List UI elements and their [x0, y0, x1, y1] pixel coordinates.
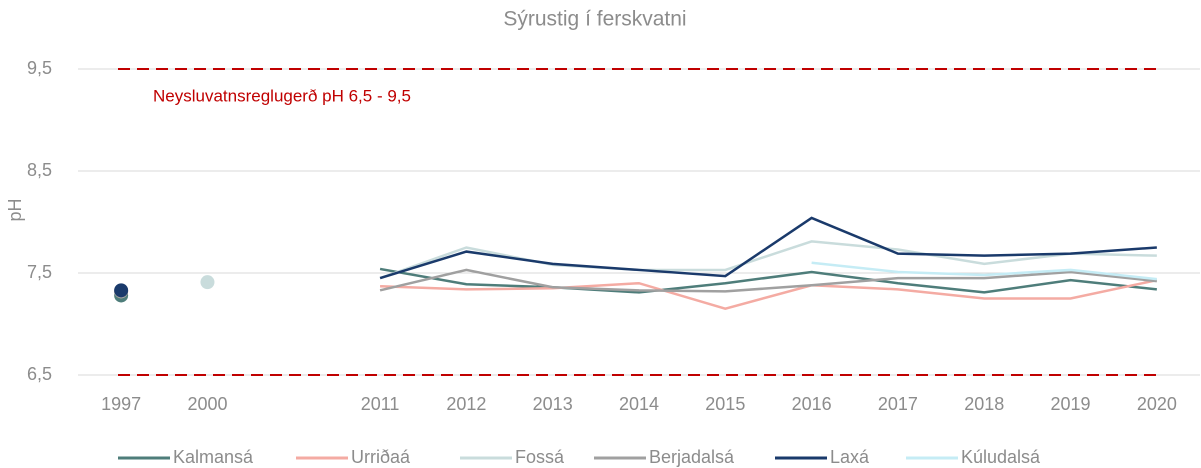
y-axis-label: pH — [5, 198, 25, 221]
chart-title: Sýrustig í ferskvatni — [503, 8, 686, 31]
legend-label: Laxá — [830, 447, 870, 467]
x-tick-label: 2018 — [964, 394, 1004, 414]
x-tick-label: 2016 — [792, 394, 832, 414]
x-tick-label: 2017 — [878, 394, 918, 414]
y-tick-label: 8,5 — [27, 160, 52, 180]
y-tick-label: 6,5 — [27, 364, 52, 384]
legend-label: Urriðaá — [351, 447, 411, 467]
legend-label: Berjadalsá — [649, 447, 735, 467]
x-tick-label: 2013 — [533, 394, 573, 414]
legend-label: Kúludalsá — [961, 447, 1041, 467]
y-tick-label: 9,5 — [27, 58, 52, 78]
y-tick-label: 7,5 — [27, 262, 52, 282]
series-line — [380, 278, 1158, 310]
annotation: Neysluvatnsreglugerð pH 6,5 - 9,5 — [153, 86, 411, 105]
series-line — [379, 267, 1157, 294]
x-tick-label: 2012 — [446, 394, 486, 414]
x-tick-label: 2000 — [187, 394, 227, 414]
series-line — [811, 261, 1157, 281]
series-line — [379, 216, 1157, 280]
x-tick-label: 2015 — [705, 394, 745, 414]
x-tick-label: 1997 — [101, 394, 141, 414]
legend-label: Fossá — [515, 447, 565, 467]
data-point — [200, 275, 215, 290]
legend-label: Kalmansá — [173, 447, 254, 467]
x-tick-label: 2019 — [1051, 394, 1091, 414]
data-point — [114, 283, 129, 298]
x-tick-label: 2020 — [1137, 394, 1177, 414]
series-line — [379, 240, 1157, 280]
series-line — [379, 268, 1157, 293]
x-tick-label: 2014 — [619, 394, 659, 414]
x-tick-label: 2011 — [361, 394, 400, 414]
